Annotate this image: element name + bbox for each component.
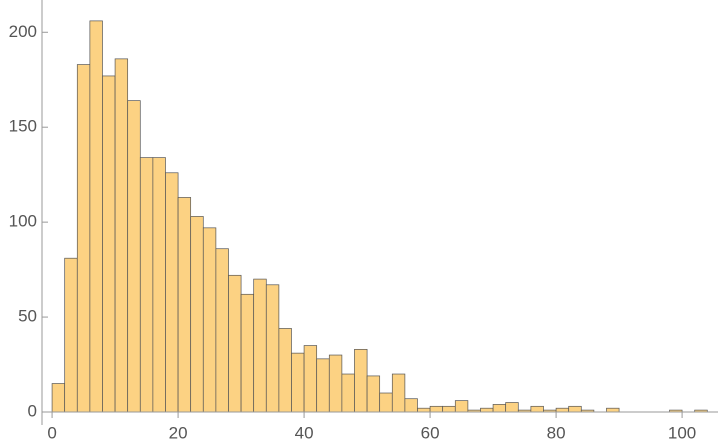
bar	[341, 373, 355, 413]
x-tick-label: 40	[295, 423, 314, 442]
bar	[190, 216, 204, 413]
bar	[555, 407, 570, 413]
bar	[391, 373, 406, 413]
bar	[265, 284, 280, 413]
bar	[366, 375, 381, 413]
bar	[606, 407, 620, 413]
bar	[278, 328, 292, 413]
bar	[328, 354, 343, 413]
bar	[127, 100, 141, 413]
x-tick-label: 100	[668, 423, 696, 442]
bar	[152, 157, 166, 413]
bar	[139, 157, 154, 413]
bar	[316, 358, 330, 413]
bar	[102, 75, 116, 413]
bar	[228, 274, 242, 413]
bar	[240, 293, 255, 413]
bar	[76, 64, 91, 413]
x-tick-label: 60	[421, 423, 440, 442]
y-tick-label: 50	[18, 307, 37, 326]
bar	[379, 392, 393, 413]
bar	[177, 197, 192, 413]
bar	[530, 405, 544, 413]
bar	[165, 172, 179, 413]
bar	[89, 20, 103, 413]
y-tick-label: 100	[9, 212, 37, 231]
x-tick-label: 20	[169, 423, 188, 442]
y-tick-label: 200	[9, 22, 37, 41]
bar	[492, 404, 507, 413]
bar	[202, 227, 217, 413]
bar	[429, 405, 444, 413]
y-tick-label: 150	[9, 117, 37, 136]
bar	[404, 398, 418, 413]
bar	[114, 58, 129, 413]
x-tick-label: 0	[47, 423, 56, 442]
bar	[454, 400, 469, 413]
bar	[354, 348, 368, 413]
bar	[303, 345, 318, 413]
bar	[480, 407, 494, 413]
bar	[417, 407, 431, 413]
y-tick-label: 0	[28, 401, 37, 420]
bar	[253, 278, 267, 413]
x-tick-label: 80	[547, 423, 566, 442]
bar	[51, 383, 66, 413]
bar	[568, 405, 582, 413]
bar	[64, 257, 78, 413]
bar	[442, 405, 456, 413]
bar	[291, 352, 305, 413]
bar	[215, 248, 229, 413]
bar	[505, 402, 519, 413]
